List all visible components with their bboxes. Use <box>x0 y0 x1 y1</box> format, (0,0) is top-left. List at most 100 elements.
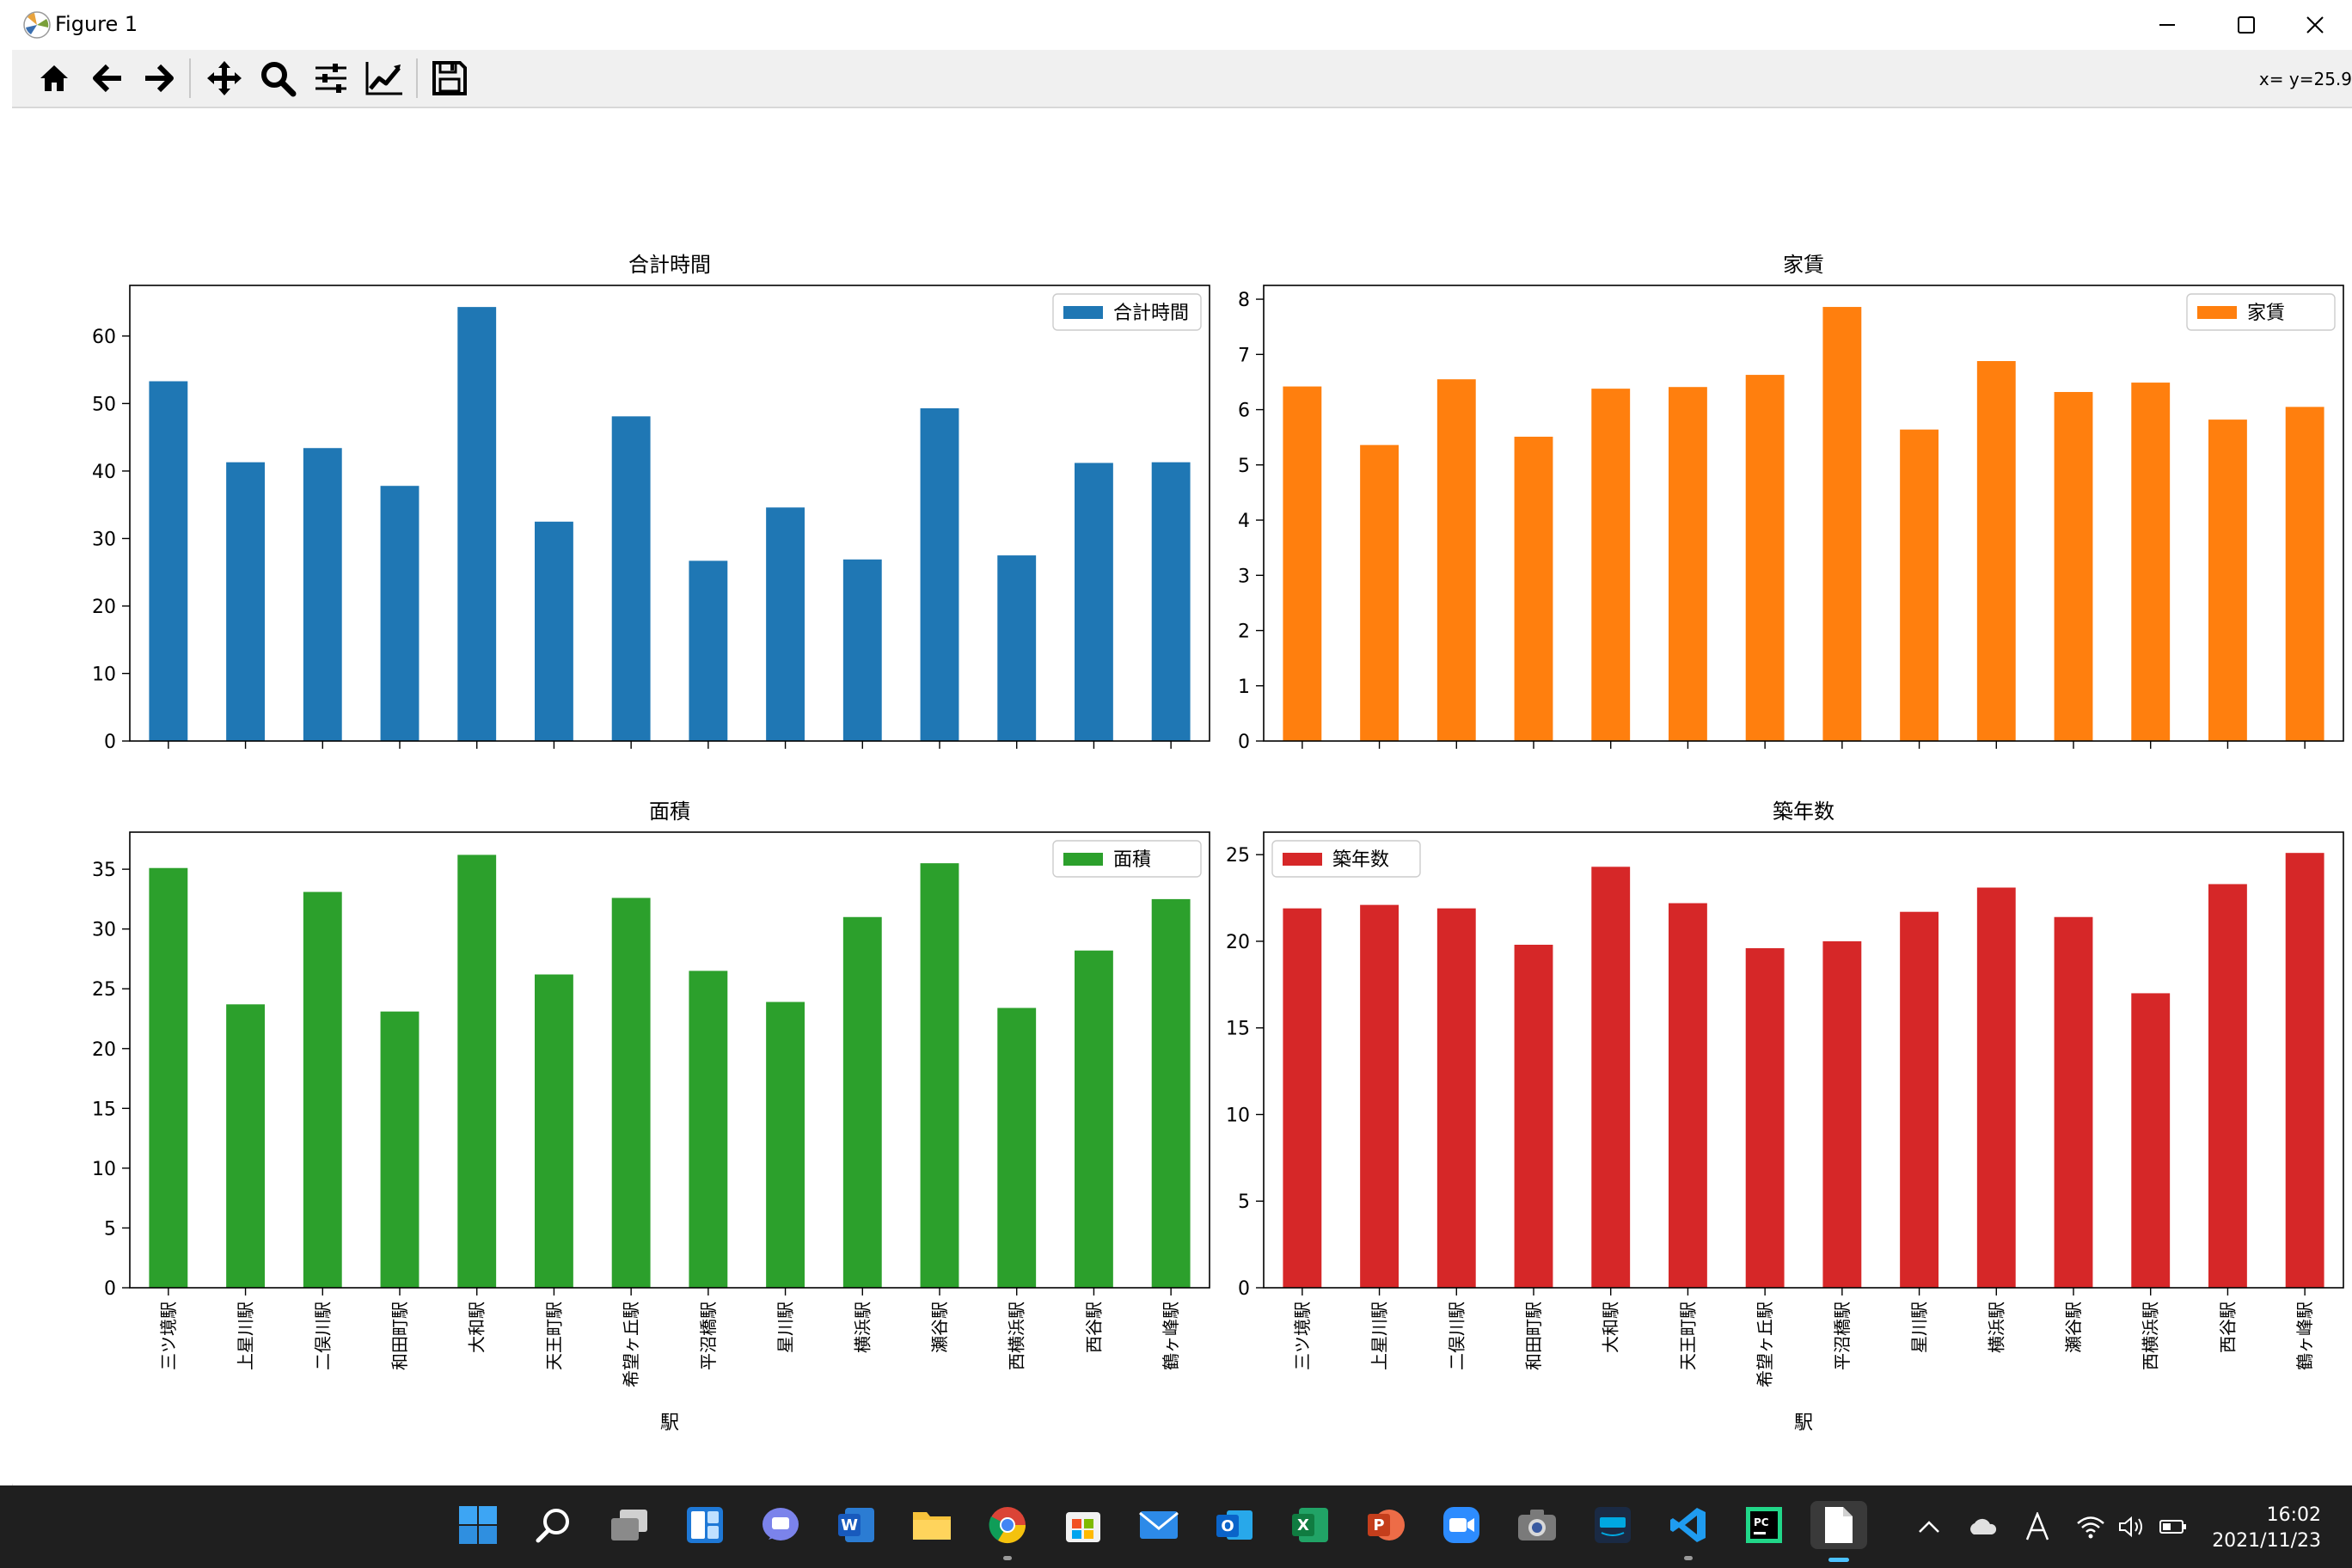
x-tick-label: 西横浜駅 <box>2141 1302 2161 1370</box>
bar <box>1976 361 2016 741</box>
bar <box>1591 389 1631 741</box>
home-button[interactable] <box>33 57 76 100</box>
y-tick-label: 20 <box>92 1039 116 1061</box>
bar <box>303 448 342 741</box>
camera-icon[interactable] <box>1513 1501 1561 1549</box>
bar <box>149 867 188 1288</box>
svg-text:PC: PC <box>1754 1516 1769 1528</box>
figure-svg: 0102030405060合計時間合計時間012345678家賃家賃051015… <box>92 253 2344 1434</box>
configure-subplots-icon <box>315 64 346 93</box>
pycharm-icon[interactable]: PC <box>1740 1501 1788 1549</box>
close-button[interactable] <box>2278 0 2352 50</box>
bar <box>149 381 188 741</box>
y-tick-label: 7 <box>1238 345 1250 366</box>
y-tick-label: 10 <box>92 1159 116 1180</box>
mail-icon[interactable] <box>1135 1501 1183 1549</box>
x-tick-label: 大和駅 <box>1601 1302 1621 1353</box>
wifi-icon[interactable] <box>2073 1510 2108 1544</box>
y-tick-label: 4 <box>1238 511 1250 532</box>
file-icon[interactable] <box>1810 1501 1867 1549</box>
bar <box>920 863 959 1288</box>
bar <box>1976 887 2016 1288</box>
bar <box>1745 948 1785 1288</box>
onedrive-cloud-icon[interactable] <box>1965 1510 2000 1544</box>
y-tick-label: 20 <box>1226 932 1250 953</box>
legend-box <box>2186 293 2336 331</box>
maximize-button[interactable] <box>2209 0 2283 50</box>
maximize-icon <box>2238 16 2255 34</box>
word-icon[interactable]: W <box>832 1501 880 1549</box>
minimize-button[interactable] <box>2130 0 2204 50</box>
zoom-icon <box>261 62 297 97</box>
teams-chat-icon[interactable] <box>756 1501 805 1549</box>
show-hidden-icons-chevron-up-icon[interactable] <box>1912 1510 1946 1544</box>
bar <box>1436 908 1476 1288</box>
file-explorer-icon[interactable] <box>908 1501 956 1549</box>
bar <box>535 521 573 741</box>
toolbar-separator <box>416 58 418 98</box>
clock-time: 16:02 <box>2266 1504 2321 1526</box>
bar <box>1900 429 1939 741</box>
store-icon[interactable] <box>1059 1501 1107 1549</box>
bar <box>535 974 573 1288</box>
save-button[interactable] <box>428 57 471 100</box>
legend-label: 家賃 <box>2247 303 2285 324</box>
x-tick-label: 西横浜駅 <box>1007 1302 1027 1370</box>
x-tick-label: 横浜駅 <box>852 1302 873 1353</box>
y-tick-label: 0 <box>104 1278 116 1300</box>
svg-text:X: X <box>1297 1516 1309 1534</box>
y-tick-label: 35 <box>92 860 116 881</box>
bar <box>2285 853 2324 1288</box>
bar <box>997 1008 1037 1288</box>
figure-canvas[interactable]: 0 10 20 30 40 50 60 合計時間 合計時間 0 1 2 3 4 5 6 7 8 家賃 家賃 0 5 10 15… <box>12 108 2352 1484</box>
x-tick-label: 希望ヶ丘駅 <box>621 1302 641 1387</box>
edit-axis-button[interactable] <box>363 57 406 100</box>
legend-box <box>1052 293 1202 331</box>
ime-indicator-icon[interactable] <box>2020 1510 2055 1544</box>
x-tick-label: 鶴ヶ峰駅 <box>1161 1302 1181 1370</box>
bar <box>1822 307 1862 741</box>
bar <box>1283 908 1322 1288</box>
widgets-icon[interactable] <box>681 1501 729 1549</box>
zoom-app-icon[interactable] <box>1437 1501 1485 1549</box>
outlook-icon[interactable]: O <box>1210 1501 1259 1549</box>
back-button[interactable] <box>86 57 129 100</box>
bar <box>842 559 882 741</box>
vscode-icon[interactable] <box>1664 1501 1712 1549</box>
bar <box>611 416 651 741</box>
legend: 面積 <box>1052 840 1202 878</box>
powerpoint-icon[interactable]: P <box>1362 1501 1410 1549</box>
zoom-button[interactable] <box>256 57 299 100</box>
x-tick-label: 横浜駅 <box>1986 1302 2006 1353</box>
y-tick-label: 60 <box>92 327 116 348</box>
x-tick-label: 鶴ヶ峰駅 <box>2294 1302 2315 1370</box>
running-indicator <box>1003 1556 1012 1560</box>
matplotlib-app-icon <box>23 11 51 39</box>
y-tick-label: 25 <box>1226 845 1250 867</box>
windows-start-icon[interactable] <box>454 1501 502 1549</box>
y-tick-label: 5 <box>1238 1191 1250 1213</box>
x-tick-label: 二俣川駅 <box>312 1302 333 1370</box>
volume-icon[interactable] <box>2115 1510 2149 1544</box>
chrome-icon[interactable] <box>983 1501 1032 1549</box>
bar <box>1745 375 1785 741</box>
bar <box>1514 437 1553 741</box>
prime-video-icon[interactable] <box>1589 1501 1637 1549</box>
x-tick-label: 二俣川駅 <box>1446 1302 1467 1370</box>
y-tick-label: 30 <box>92 920 116 941</box>
bar <box>842 916 882 1288</box>
battery-icon[interactable] <box>2156 1510 2190 1544</box>
bar <box>226 1004 265 1288</box>
configure-subplots-button[interactable] <box>309 57 352 100</box>
pan-button[interactable] <box>203 57 246 100</box>
taskbar-clock[interactable]: 16:02 2021/11/23 <box>2212 1503 2321 1554</box>
task-view-icon[interactable] <box>605 1501 653 1549</box>
excel-icon[interactable]: X <box>1286 1501 1334 1549</box>
forward-button[interactable] <box>138 57 181 100</box>
bar <box>766 1001 805 1288</box>
search-icon[interactable] <box>530 1501 578 1549</box>
bar <box>689 560 728 741</box>
x-tick-label: 和田町駅 <box>389 1302 410 1370</box>
bar <box>1514 944 1553 1288</box>
x-tick-label: 星川駅 <box>1909 1302 1930 1353</box>
